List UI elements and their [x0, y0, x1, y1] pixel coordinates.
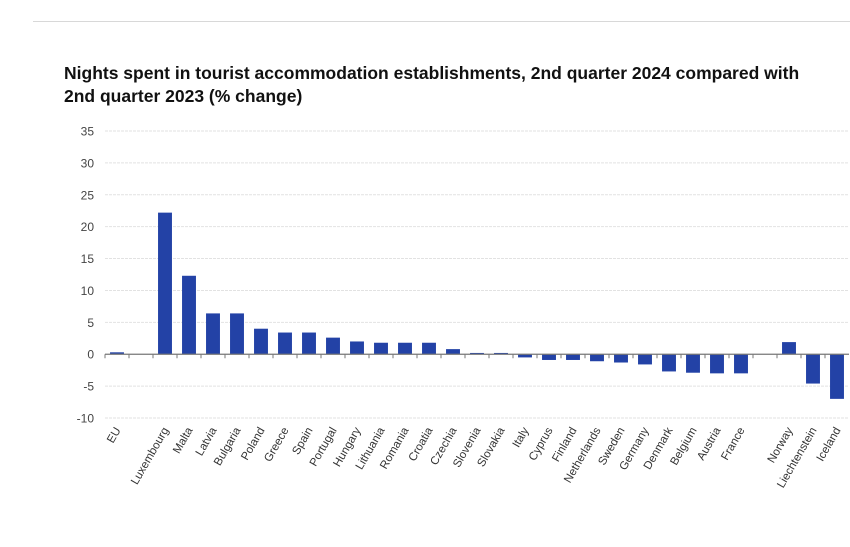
- bar: [254, 328, 268, 355]
- bar: [206, 313, 220, 355]
- x-tick-label: EU: [105, 426, 123, 446]
- bar: [230, 313, 244, 355]
- bar: [590, 354, 604, 362]
- y-tick-label: 30: [81, 156, 95, 170]
- bar: [638, 354, 652, 365]
- bar: [614, 354, 628, 363]
- bar: [182, 275, 196, 355]
- x-tick-label: Spain: [290, 426, 315, 457]
- x-tick-label: Malta: [171, 425, 196, 456]
- bar: [422, 342, 436, 355]
- bar: [494, 352, 508, 355]
- bar: [350, 341, 364, 355]
- bar: [542, 354, 556, 360]
- y-tick-label: 35: [81, 125, 95, 139]
- y-tick-label: 20: [81, 220, 95, 234]
- bar: [710, 354, 724, 374]
- bar: [734, 354, 748, 374]
- y-tick-label: 5: [87, 316, 94, 330]
- bar: [110, 352, 124, 355]
- bar: [278, 332, 292, 355]
- y-tick-label: 25: [81, 188, 95, 202]
- y-tick-label: 0: [87, 348, 94, 362]
- bar: [302, 332, 316, 355]
- x-tick-label: France: [719, 426, 747, 463]
- y-tick-label: -10: [77, 412, 95, 426]
- y-tick-label: 10: [81, 284, 95, 298]
- bar: [830, 354, 844, 399]
- top-divider: [33, 21, 850, 22]
- bar: [374, 342, 388, 355]
- bar: [446, 349, 460, 355]
- chart-title: Nights spent in tourist accommodation es…: [64, 63, 800, 106]
- bar: [782, 342, 796, 355]
- bar: [326, 337, 340, 355]
- x-tick-label: Luxembourg: [129, 426, 171, 487]
- x-tick-label: Italy: [511, 425, 532, 449]
- bar: [566, 354, 580, 360]
- bar: [470, 352, 484, 355]
- bar: [518, 354, 532, 358]
- bar: [398, 342, 412, 355]
- x-tick-label: Latvia: [194, 425, 220, 458]
- y-tick-label: -5: [83, 380, 94, 394]
- bar: [158, 212, 172, 355]
- y-tick-label: 15: [81, 252, 95, 266]
- bar: [662, 354, 676, 372]
- bar: [806, 354, 820, 384]
- bar: [686, 354, 700, 373]
